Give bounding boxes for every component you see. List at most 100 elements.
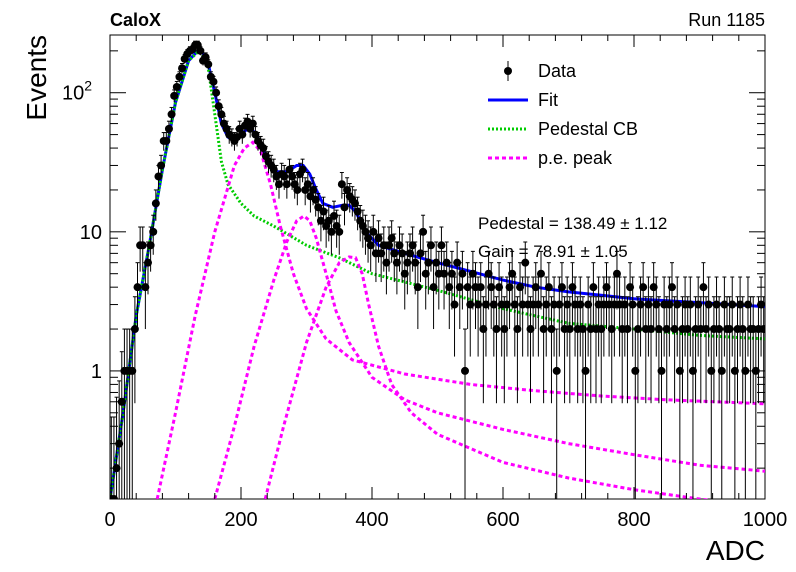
y-tick-label: 10 xyxy=(80,222,102,244)
data-point xyxy=(437,241,446,250)
data-point xyxy=(665,300,674,309)
x-tick-label: 0 xyxy=(104,509,115,531)
data-point xyxy=(589,283,598,292)
data-point xyxy=(327,227,336,236)
header-left-label: CaloX xyxy=(110,10,161,30)
data-point xyxy=(597,325,606,334)
data-point xyxy=(269,165,278,174)
data-point xyxy=(649,283,658,292)
data-point xyxy=(421,269,430,278)
data-point xyxy=(316,216,325,225)
data-point xyxy=(282,180,291,189)
data-point xyxy=(707,366,716,375)
header-right-label: Run 1185 xyxy=(688,10,765,30)
fit-curves xyxy=(110,45,765,499)
data-point xyxy=(157,161,166,170)
data-point xyxy=(476,283,485,292)
data-point xyxy=(293,185,302,194)
data-point xyxy=(715,325,724,334)
data-point xyxy=(164,124,173,133)
data-point xyxy=(539,325,548,334)
data-point xyxy=(319,207,328,216)
data-point xyxy=(395,241,404,250)
fit-pedestal-text: Pedestal = 138.49 ± 1.12 xyxy=(478,214,667,233)
legend-entry: p.e. peak xyxy=(488,148,613,168)
data-point xyxy=(631,366,640,375)
data-point xyxy=(526,325,535,334)
data-point xyxy=(720,300,729,309)
x-axis-label: ADC xyxy=(706,535,765,566)
data-point xyxy=(544,283,553,292)
data-point xyxy=(489,300,498,309)
data-point xyxy=(324,216,333,225)
data-point xyxy=(340,203,349,212)
data-point xyxy=(447,269,456,278)
data-point xyxy=(602,283,611,292)
data-point xyxy=(330,211,339,220)
data-point xyxy=(458,269,467,278)
data-point xyxy=(172,82,181,91)
data-point xyxy=(484,269,493,278)
data-point xyxy=(178,64,187,73)
x-tick-label: 800 xyxy=(617,509,650,531)
data-point xyxy=(154,172,163,181)
data-point xyxy=(505,283,514,292)
data-point xyxy=(408,241,417,250)
x-tick-label: 200 xyxy=(224,509,257,531)
data-point xyxy=(128,366,137,375)
legend-entry: Fit xyxy=(488,90,558,110)
data-point xyxy=(683,325,692,334)
data-point xyxy=(513,325,522,334)
data-point xyxy=(390,249,399,258)
data-point xyxy=(495,283,504,292)
data-point xyxy=(361,227,370,236)
data-point xyxy=(146,241,155,250)
data-point xyxy=(688,366,697,375)
data-point xyxy=(303,180,312,189)
data-point xyxy=(675,366,684,375)
axes: 0 200 400 600 800 1000 1 10 102 xyxy=(62,35,787,531)
data-point xyxy=(138,241,147,250)
data-point xyxy=(445,283,454,292)
data-point xyxy=(468,269,477,278)
data-point xyxy=(209,77,218,86)
data-point xyxy=(274,180,283,189)
data-point xyxy=(117,397,126,406)
data-point xyxy=(667,283,676,292)
data-point xyxy=(612,269,621,278)
data-point xyxy=(204,60,213,69)
data-point xyxy=(442,258,451,267)
data-point xyxy=(455,283,464,292)
data-point xyxy=(432,258,441,267)
data-point xyxy=(673,300,682,309)
data-point xyxy=(686,300,695,309)
data-point xyxy=(463,283,472,292)
data-point xyxy=(652,300,661,309)
data-point xyxy=(353,207,362,216)
data-point xyxy=(699,283,708,292)
data-point xyxy=(426,241,435,250)
data-point xyxy=(238,130,247,139)
data-point xyxy=(728,300,737,309)
data-point xyxy=(429,283,438,292)
y-tick-label: 1 xyxy=(91,361,102,383)
data-point xyxy=(115,439,124,448)
data-point xyxy=(534,300,543,309)
plot-frame xyxy=(109,34,766,500)
data-point xyxy=(531,283,540,292)
data-point xyxy=(403,258,412,267)
data-point xyxy=(584,300,593,309)
data-point xyxy=(547,325,556,334)
data-point xyxy=(521,258,530,267)
data-points xyxy=(110,40,765,499)
data-point xyxy=(162,136,171,145)
x-tick-label: 400 xyxy=(355,509,388,531)
data-point xyxy=(620,300,629,309)
data-point xyxy=(285,165,294,174)
data-point xyxy=(730,366,739,375)
legend-label: Fit xyxy=(538,90,558,110)
legend-label: Data xyxy=(538,61,577,81)
data-point xyxy=(201,53,210,62)
data-point xyxy=(633,325,642,334)
